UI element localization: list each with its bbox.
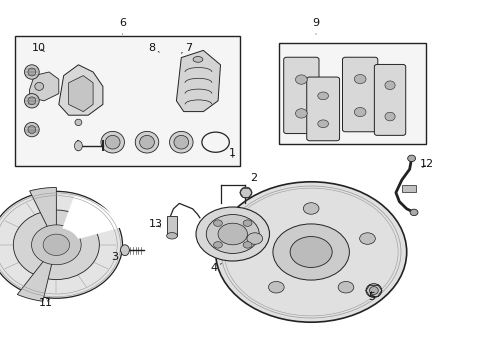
Text: 12: 12 [420,159,434,169]
Text: 11: 11 [39,298,52,308]
Circle shape [214,242,222,248]
Ellipse shape [240,187,252,198]
Polygon shape [59,65,103,115]
Ellipse shape [24,94,39,108]
Ellipse shape [354,108,366,117]
FancyBboxPatch shape [307,77,340,141]
Text: 13: 13 [149,219,163,229]
Circle shape [273,224,349,280]
Text: 9: 9 [313,18,319,34]
Circle shape [206,215,259,253]
Bar [15,36,240,166]
Circle shape [216,182,407,322]
Ellipse shape [35,82,44,90]
Ellipse shape [408,155,416,162]
FancyBboxPatch shape [284,57,319,134]
Text: 8: 8 [148,42,159,53]
Ellipse shape [74,141,82,151]
Ellipse shape [385,81,395,90]
Circle shape [218,223,247,245]
Ellipse shape [174,135,189,149]
Wedge shape [17,245,56,301]
Ellipse shape [170,131,193,153]
FancyBboxPatch shape [343,57,378,132]
Ellipse shape [295,109,307,118]
Ellipse shape [121,245,129,256]
Ellipse shape [167,233,177,239]
Ellipse shape [354,75,366,84]
Text: 1: 1 [229,148,236,158]
Ellipse shape [24,122,39,137]
Ellipse shape [295,75,307,84]
Bar [279,43,426,144]
Ellipse shape [43,234,70,256]
Wedge shape [30,188,56,245]
Ellipse shape [318,120,328,127]
Ellipse shape [135,131,159,153]
Circle shape [196,207,270,261]
Text: 5: 5 [368,292,375,302]
Ellipse shape [369,287,378,294]
Ellipse shape [193,57,203,62]
FancyBboxPatch shape [374,64,406,135]
Ellipse shape [28,68,36,76]
Circle shape [243,242,252,248]
Circle shape [290,237,332,267]
Bar [167,216,177,236]
Ellipse shape [318,92,328,100]
Ellipse shape [385,112,395,121]
Ellipse shape [13,210,99,280]
Ellipse shape [101,131,124,153]
Circle shape [360,233,375,244]
Ellipse shape [105,135,120,149]
Ellipse shape [0,191,122,298]
Text: 7: 7 [181,42,192,53]
Ellipse shape [31,225,81,265]
Circle shape [214,220,222,226]
Polygon shape [176,50,220,112]
Ellipse shape [140,135,154,149]
Circle shape [303,203,319,214]
Bar [402,185,416,192]
Ellipse shape [366,284,382,297]
Ellipse shape [28,126,36,134]
Text: 10: 10 [32,42,46,53]
Text: 2: 2 [245,173,257,187]
Text: 3: 3 [112,252,122,262]
Polygon shape [29,72,59,101]
Polygon shape [69,76,93,112]
Circle shape [243,220,252,226]
Ellipse shape [28,97,36,105]
Ellipse shape [75,119,82,126]
Ellipse shape [24,65,39,79]
Circle shape [247,233,263,244]
Circle shape [338,282,354,293]
Circle shape [269,282,284,293]
Wedge shape [62,195,122,239]
Text: 4: 4 [211,263,221,273]
Ellipse shape [410,209,418,216]
Text: 6: 6 [119,18,126,34]
